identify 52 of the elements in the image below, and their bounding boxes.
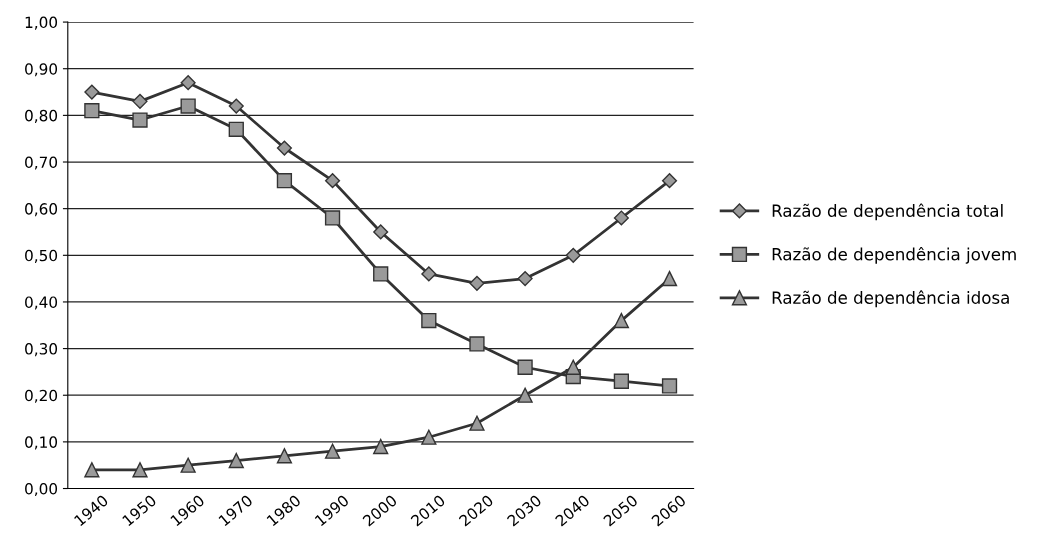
y-tick-label: 1,00 bbox=[25, 16, 58, 30]
y-tick-label: 0,50 bbox=[25, 249, 58, 263]
point bbox=[565, 359, 581, 375]
point bbox=[276, 448, 293, 464]
point bbox=[228, 98, 244, 114]
point bbox=[469, 415, 485, 431]
point bbox=[517, 359, 533, 375]
point bbox=[565, 247, 581, 263]
point bbox=[324, 210, 341, 226]
point bbox=[132, 112, 148, 128]
point bbox=[84, 462, 100, 478]
point bbox=[228, 452, 244, 469]
point bbox=[324, 173, 341, 189]
y-tick-label: 0,70 bbox=[25, 156, 58, 170]
y-tick-label: 0,20 bbox=[25, 389, 58, 403]
point bbox=[469, 336, 485, 352]
point bbox=[180, 457, 196, 473]
point bbox=[132, 462, 148, 478]
point bbox=[517, 387, 533, 403]
y-tick-label: 0,90 bbox=[25, 63, 58, 77]
point bbox=[421, 266, 437, 282]
point bbox=[276, 173, 293, 189]
y-tick-label: 0,00 bbox=[25, 482, 58, 497]
point bbox=[84, 103, 100, 119]
point bbox=[613, 312, 630, 329]
y-tick-label: 0,60 bbox=[25, 203, 58, 217]
point bbox=[421, 312, 437, 329]
point bbox=[469, 275, 485, 291]
point bbox=[373, 224, 389, 240]
point bbox=[613, 210, 629, 226]
y-tick-label: 0,30 bbox=[25, 343, 58, 357]
point bbox=[613, 373, 630, 389]
point bbox=[132, 93, 148, 109]
point bbox=[373, 266, 389, 282]
point bbox=[276, 140, 292, 156]
point bbox=[180, 75, 196, 91]
point bbox=[517, 271, 533, 287]
y-tick-label: 0,80 bbox=[25, 109, 58, 123]
point bbox=[421, 429, 437, 445]
point bbox=[84, 84, 100, 100]
point bbox=[228, 121, 244, 138]
point bbox=[661, 378, 678, 394]
point bbox=[180, 98, 196, 114]
y-tick-label: 0,40 bbox=[25, 296, 58, 310]
legend-label: Razão de dependência total bbox=[772, 203, 1003, 221]
legend-label: Razão de dependência jovem bbox=[772, 246, 1016, 264]
legend-label: Razão de dependência idosa bbox=[772, 290, 1009, 308]
point bbox=[373, 438, 389, 455]
point bbox=[324, 443, 341, 459]
point bbox=[661, 270, 678, 287]
y-tick-label: 0,10 bbox=[25, 436, 58, 450]
point bbox=[661, 173, 678, 189]
